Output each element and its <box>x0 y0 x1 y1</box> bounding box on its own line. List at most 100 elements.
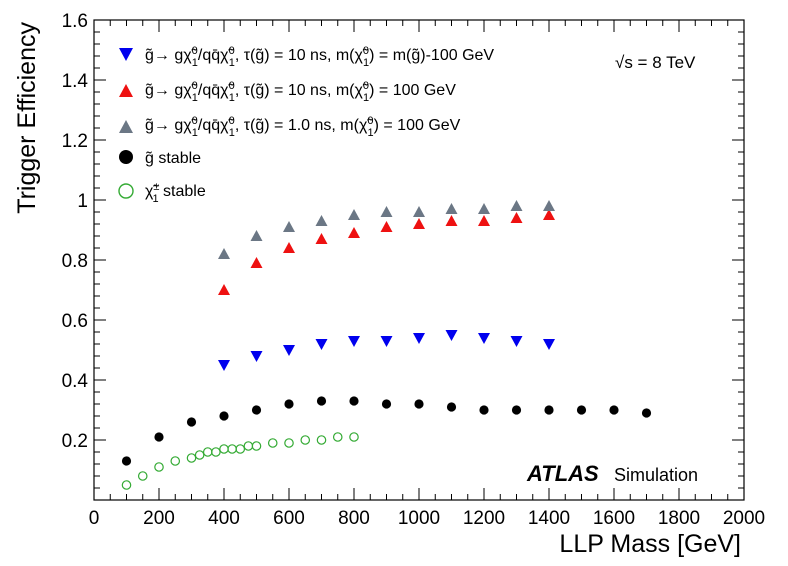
legend-marker-red-triangle-up <box>119 84 133 97</box>
data-point-series-2 <box>251 230 263 241</box>
data-point-series-2 <box>381 206 393 217</box>
data-point-series-1 <box>316 233 328 244</box>
x-tick-label: 200 <box>143 508 175 529</box>
data-point-series-3 <box>414 399 423 408</box>
y-tick-label: 1 <box>77 191 88 212</box>
legend-entry-3: g̃ stable <box>145 150 201 167</box>
y-tick-label: 1.6 <box>62 11 88 32</box>
data-point-series-3 <box>154 432 163 441</box>
x-tick-label: 1200 <box>463 508 505 529</box>
data-point-series-1 <box>348 227 360 238</box>
data-point-series-3 <box>544 405 553 414</box>
data-points <box>122 200 651 489</box>
data-point-series-3 <box>609 405 618 414</box>
data-point-series-4 <box>252 442 260 450</box>
data-point-series-1 <box>251 257 263 268</box>
data-point-series-1 <box>511 212 523 223</box>
data-point-series-3 <box>447 402 456 411</box>
data-point-series-0 <box>381 336 393 347</box>
y-tick-label: 1.4 <box>62 71 89 92</box>
data-point-series-2 <box>316 215 328 226</box>
x-tick-label: 400 <box>208 508 240 529</box>
data-point-series-1 <box>381 221 393 232</box>
data-point-series-4 <box>334 433 342 441</box>
data-point-series-4 <box>122 481 130 489</box>
x-tick-label: 1800 <box>658 508 700 529</box>
data-point-series-4 <box>269 439 277 447</box>
x-tick-labels: 0 200 400 600 800 1000 1200 1400 1600 1800 2000 <box>89 508 765 529</box>
legend-marker-black-circle <box>119 150 133 164</box>
data-point-series-0 <box>446 330 458 341</box>
data-point-series-4 <box>317 436 325 444</box>
data-point-series-4 <box>204 448 212 456</box>
y-tick-labels: 0.2 0.4 0.6 0.8 1 1.2 1.4 1.6 <box>62 11 89 452</box>
atlas-label: ATLAS <box>526 461 599 486</box>
data-point-series-1 <box>413 218 425 229</box>
x-tick-label: 2000 <box>723 508 765 529</box>
data-point-series-0 <box>251 351 263 362</box>
data-point-series-1 <box>478 215 490 226</box>
x-tick-label: 1000 <box>398 508 440 529</box>
data-point-series-0 <box>283 345 295 356</box>
data-point-series-2 <box>413 206 425 217</box>
simulation-label: Simulation <box>614 465 698 485</box>
data-point-series-4 <box>228 445 236 453</box>
x-tick-label: 0 <box>89 508 100 529</box>
legend-marker-grey-triangle-up <box>119 120 133 133</box>
data-point-series-0 <box>511 336 523 347</box>
data-point-series-3 <box>382 399 391 408</box>
legend-entry-4: χ̃± 1 stable <box>145 181 206 205</box>
energy-annotation: √s = 8 TeV <box>615 53 696 72</box>
x-tick-label: 800 <box>338 508 370 529</box>
data-point-series-4 <box>139 472 147 480</box>
data-point-series-4 <box>236 445 244 453</box>
legend-entry-1: g̃→ gχ̃0 1/qq̄χ̃0 1, τ(g̃) = 10 ns, m(χ̃0 1… <box>145 80 456 104</box>
data-point-series-4 <box>244 442 252 450</box>
data-point-series-2 <box>283 221 295 232</box>
data-point-series-0 <box>316 339 328 350</box>
y-tick-label: 0.4 <box>62 371 89 392</box>
data-point-series-0 <box>348 336 360 347</box>
data-point-series-4 <box>285 439 293 447</box>
data-point-series-4 <box>195 451 203 459</box>
data-point-series-3 <box>284 399 293 408</box>
data-point-series-0 <box>218 360 230 371</box>
data-point-series-0 <box>543 339 555 350</box>
data-point-series-1 <box>283 242 295 253</box>
legend: g̃→ gχ̃0 1/qq̄χ̃0 1, τ(g̃) = 10 ns, m(χ̃0 1… <box>119 45 494 205</box>
data-point-series-3 <box>122 456 131 465</box>
data-point-series-3 <box>642 408 651 417</box>
data-point-series-3 <box>479 405 488 414</box>
x-tick-label: 600 <box>273 508 305 529</box>
data-point-series-4 <box>350 433 358 441</box>
data-point-series-0 <box>413 333 425 344</box>
data-point-series-3 <box>349 396 358 405</box>
x-tick-label: 1400 <box>528 508 570 529</box>
data-point-series-3 <box>317 396 326 405</box>
data-point-series-1 <box>218 284 230 295</box>
y-tick-label: 0.2 <box>62 431 88 452</box>
x-tick-label: 1600 <box>593 508 635 529</box>
legend-marker-blue-triangle-down <box>119 48 133 61</box>
data-point-series-3 <box>577 405 586 414</box>
data-point-series-2 <box>218 248 230 259</box>
efficiency-chart: 0 200 400 600 800 1000 1200 1400 1600 1800 2000 0.… <box>0 0 788 566</box>
data-point-series-2 <box>511 200 523 211</box>
data-point-series-4 <box>301 436 309 444</box>
data-point-series-3 <box>187 417 196 426</box>
data-point-series-4 <box>155 463 163 471</box>
data-point-series-2 <box>478 203 490 214</box>
data-point-series-2 <box>446 203 458 214</box>
data-point-series-2 <box>543 200 555 211</box>
data-point-series-4 <box>187 454 195 462</box>
data-point-series-2 <box>348 209 360 220</box>
legend-marker-green-open-circle <box>119 184 133 198</box>
legend-entry-2: g̃→ gχ̃0 1/qq̄χ̃0 1, τ(g̃) = 1.0 ns, m(χ̃0… <box>145 115 461 139</box>
data-point-series-3 <box>512 405 521 414</box>
x-axis-title: LLP Mass [GeV] <box>559 530 741 558</box>
data-point-series-4 <box>220 445 228 453</box>
data-point-series-3 <box>219 411 228 420</box>
y-tick-label: 0.8 <box>62 251 88 272</box>
data-point-series-1 <box>446 215 458 226</box>
data-point-series-4 <box>212 448 220 456</box>
